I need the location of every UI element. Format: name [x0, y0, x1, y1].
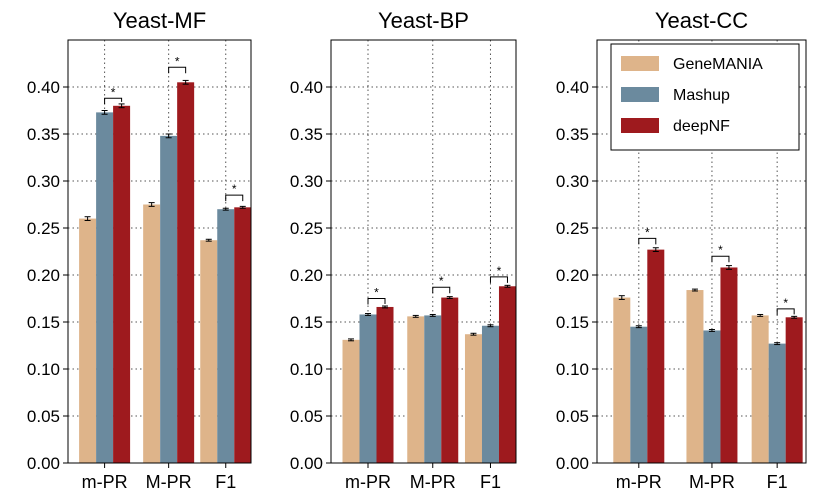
bar-deepnf-m-pr: [376, 306, 394, 463]
y-tick-label: 0.30: [27, 172, 60, 191]
significance-bracket: [104, 97, 123, 105]
significance-bracket: [776, 308, 795, 315]
bar-genemania-m-pr: [79, 218, 97, 463]
bar-genemania-f1: [200, 240, 218, 463]
significance-bracket: [432, 286, 451, 294]
significance-bracket: [711, 255, 730, 263]
bar-mashup-m-pr: [424, 315, 442, 463]
y-tick-label: 0.05: [290, 407, 323, 426]
y-tick-label: 0.15: [290, 313, 323, 332]
y-tick-label: 0.30: [556, 172, 589, 191]
y-tick-label: 0.10: [290, 360, 323, 379]
axes-frame: [67, 39, 252, 464]
significance-star: *: [232, 182, 237, 196]
x-tick-label: M-PR: [410, 472, 456, 492]
axes-frame: [596, 39, 807, 464]
y-tick-label: 0.40: [556, 78, 589, 97]
bar-deepnf-m-pr: [720, 267, 738, 463]
y-tick-label: 0.20: [556, 266, 589, 285]
y-tick-label: 0.40: [27, 78, 60, 97]
bar-genemania-f1: [751, 315, 769, 463]
x-tick-label: m-PR: [616, 472, 662, 492]
bar-mashup-m-pr: [160, 135, 178, 463]
chart-title: Yeast-MF: [113, 8, 206, 33]
legend-swatch-mashup: [621, 87, 659, 102]
significance-star: *: [718, 243, 723, 257]
legend-label-mashup: Mashup: [673, 87, 730, 104]
y-tick-label: 0.30: [290, 172, 323, 191]
y-tick-label: 0.10: [27, 360, 60, 379]
bar-mashup-m-pr: [703, 330, 721, 463]
bar-mashup-m-pr: [96, 112, 114, 463]
significance-bracket: [367, 298, 386, 305]
bar-mashup-m-pr: [359, 314, 377, 463]
bar-genemania-f1: [464, 334, 482, 463]
y-tick-label: 0.10: [556, 360, 589, 379]
y-tick-label: 0.15: [27, 313, 60, 332]
bar-deepnf-f1: [498, 286, 516, 463]
significance-bracket: [168, 66, 187, 74]
x-tick-label: M-PR: [146, 472, 192, 492]
bar-deepnf-m-pr: [647, 249, 665, 463]
x-tick-label: m-PR: [82, 472, 128, 492]
x-tick-label: F1: [767, 472, 788, 492]
y-tick-label: 0.25: [290, 219, 323, 238]
y-tick-label: 0.20: [27, 266, 60, 285]
chart-panel-3: 0.00 0.05 0.10 0.15 0.20 0.25 0.30 0.35 0.40 * * * m…: [556, 8, 807, 492]
legend: GeneMANIA Mashup deepNF: [610, 43, 800, 151]
chart-panel-1: 0.00 0.05 0.10 0.15 0.20 0.25 0.30 0.35 0.40 * * * m…: [27, 8, 252, 492]
y-tick-label: 0.25: [556, 219, 589, 238]
significance-star: *: [783, 296, 788, 310]
bar-deepnf-f1: [785, 317, 803, 463]
chart-title: Yeast-BP: [378, 8, 469, 33]
bar-deepnf-f1: [234, 207, 252, 463]
y-tick-label: 0.00: [27, 454, 60, 473]
y-tick-label: 0.40: [290, 78, 323, 97]
y-tick-label: 0.35: [556, 125, 589, 144]
significance-bracket: [489, 276, 508, 283]
x-tick-label: F1: [215, 472, 236, 492]
significance-star: *: [439, 274, 444, 288]
x-tick-label: m-PR: [345, 472, 391, 492]
bar-genemania-m-pr: [686, 290, 704, 463]
bar-genemania-m-pr: [407, 316, 425, 463]
y-tick-label: 0.05: [556, 407, 589, 426]
bar-mashup-f1: [217, 209, 235, 463]
y-tick-label: 0.25: [27, 219, 60, 238]
significance-star: *: [374, 286, 379, 300]
legend-swatch-deepnf: [621, 118, 659, 133]
y-tick-label: 0.35: [27, 125, 60, 144]
x-tick-label: F1: [480, 472, 501, 492]
y-tick-label: 0.00: [556, 454, 589, 473]
bar-deepnf-m-pr: [177, 82, 195, 464]
axes-frame: [330, 39, 517, 464]
legend-label-deepnf: deepNF: [673, 118, 730, 135]
y-tick-label: 0.15: [556, 313, 589, 332]
y-tick-label: 0.00: [290, 454, 323, 473]
significance-bracket: [638, 237, 657, 245]
legend-swatch-genemania: [621, 56, 659, 71]
bar-mashup-m-pr: [630, 326, 648, 463]
y-tick-label: 0.05: [27, 407, 60, 426]
bar-mashup-f1: [768, 343, 786, 463]
legend-label-genemania: GeneMANIA: [673, 56, 763, 73]
significance-bracket: [225, 194, 244, 202]
bar-genemania-m-pr: [143, 204, 161, 463]
significance-star: *: [497, 264, 502, 278]
x-tick-label: M-PR: [689, 472, 735, 492]
y-tick-label: 0.20: [290, 266, 323, 285]
significance-star: *: [175, 54, 180, 68]
bar-genemania-m-pr: [342, 339, 360, 463]
significance-star: *: [645, 225, 650, 239]
y-tick-label: 0.35: [290, 125, 323, 144]
bar-mashup-f1: [481, 325, 499, 463]
bar-deepnf-m-pr: [113, 105, 131, 464]
bar-deepnf-m-pr: [441, 297, 459, 463]
chart-panel-2: 0.00 0.05 0.10 0.15 0.20 0.25 0.30 0.35 0.40 * * * m…: [290, 8, 517, 492]
significance-star: *: [111, 85, 116, 99]
bar-genemania-m-pr: [613, 297, 631, 463]
chart-title: Yeast-CC: [655, 8, 748, 33]
